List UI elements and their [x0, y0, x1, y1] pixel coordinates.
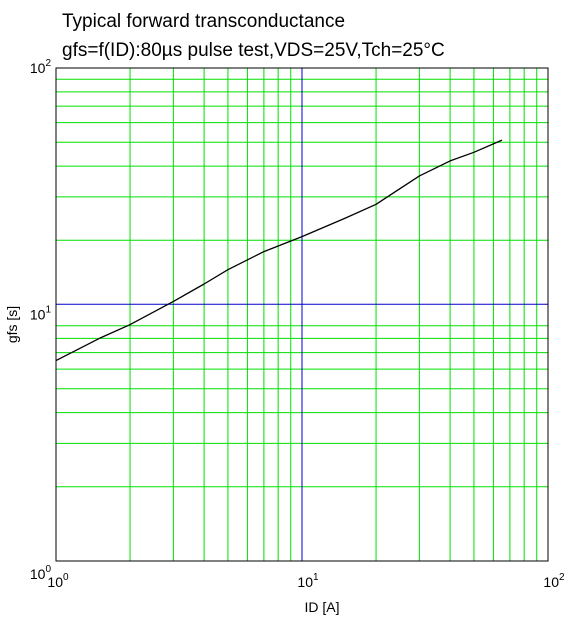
x-tick-label: 101 [297, 572, 319, 590]
series-line-0 [55, 139, 503, 362]
y-tick-label: 100 [30, 564, 52, 582]
plot-area-frame [55, 67, 549, 562]
x-axis-label: ID [A] [304, 599, 339, 615]
chart-subtitle: gfs=f(ID):80µs pulse test,VDS=25V,Tch=25… [62, 40, 445, 61]
chart-title: Typical forward transconductance [62, 11, 345, 32]
y-tick-label: 102 [30, 58, 52, 76]
reference-lines [56, 68, 548, 561]
x-tick-label: 102 [543, 572, 565, 590]
x-tick-label: 100 [47, 572, 69, 590]
series-layer [55, 139, 503, 362]
y-tick-label: 101 [30, 305, 52, 323]
tick-labels: 100 101 102 100 101 102 [30, 58, 565, 590]
y-axis-label: gfs [s] [4, 306, 20, 343]
